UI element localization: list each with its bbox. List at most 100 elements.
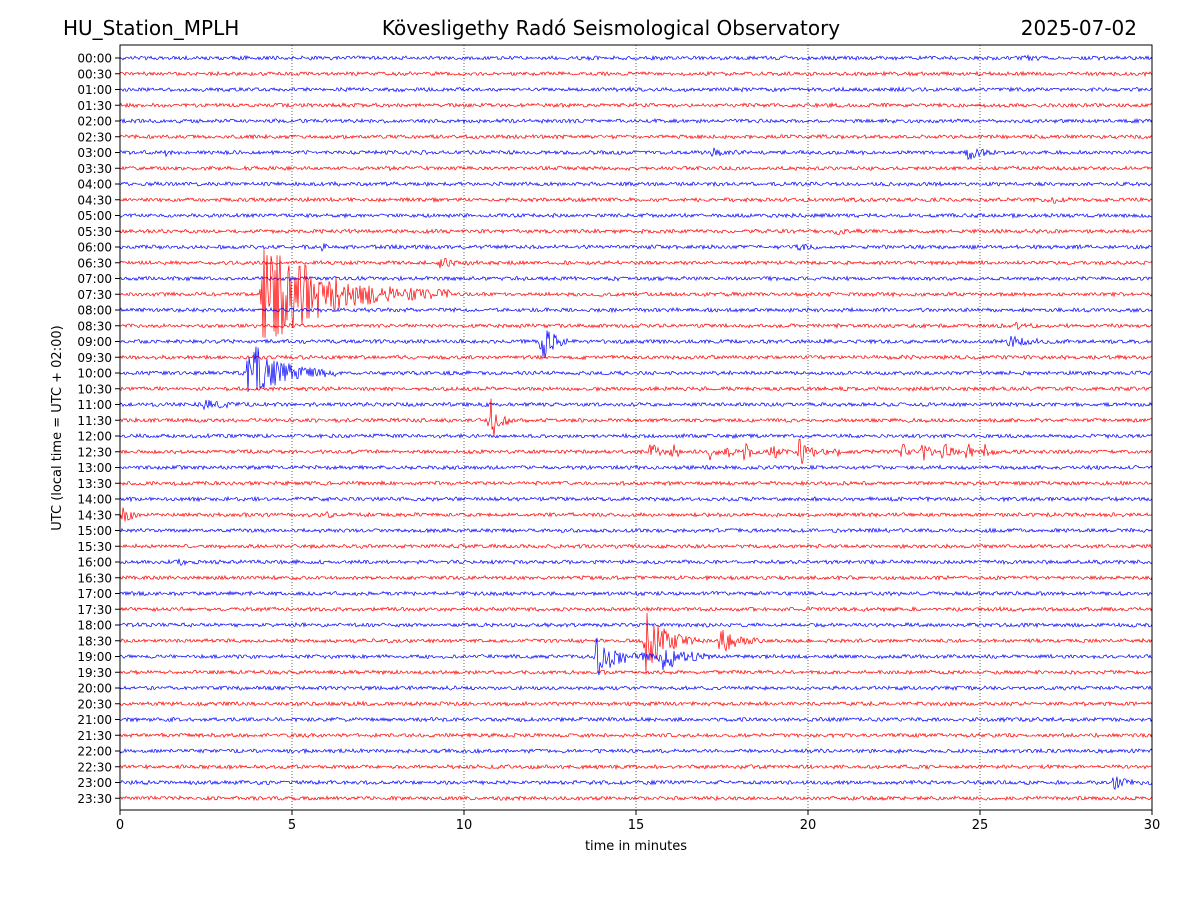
trace-07:30 — [119, 249, 1153, 338]
y-tick-label-03:30: 03:30 — [77, 162, 112, 176]
y-tick-label-16:30: 16:30 — [77, 571, 112, 585]
trace-00:30 — [119, 70, 1153, 78]
y-tick-label-15:30: 15:30 — [77, 540, 112, 554]
trace-20:30 — [119, 700, 1153, 707]
y-tick-label-09:30: 09:30 — [77, 351, 112, 365]
trace-10:00 — [119, 346, 1153, 393]
trace-01:00 — [119, 86, 1153, 93]
y-tick-label-23:00: 23:00 — [77, 776, 112, 790]
y-tick-label-05:00: 05:00 — [77, 209, 112, 223]
trace-22:30 — [119, 763, 1153, 771]
y-tick-label-10:30: 10:30 — [77, 382, 112, 396]
trace-18:30 — [119, 612, 1153, 675]
trace-11:00 — [119, 399, 1153, 411]
y-tick-label-19:00: 19:00 — [77, 650, 112, 664]
x-ticks: 0 5 10 15 20 25 30 — [116, 810, 1160, 833]
y-tick-label-14:30: 14:30 — [77, 508, 112, 522]
trace-17:00 — [119, 590, 1153, 597]
trace-08:00 — [119, 306, 1153, 314]
trace-15:30 — [119, 543, 1153, 550]
y-tick-label-07:30: 07:30 — [77, 288, 112, 302]
trace-22:00 — [119, 747, 1153, 755]
trace-05:30 — [119, 228, 1153, 236]
trace-12:00 — [119, 432, 1153, 440]
trace-12:30 — [119, 438, 1153, 465]
y-tick-label-19:30: 19:30 — [77, 666, 112, 680]
y-tick-label-11:30: 11:30 — [77, 414, 112, 428]
x-tick-label-10: 10 — [456, 818, 473, 833]
trace-11:30 — [119, 398, 1153, 437]
y-tick-label-01:30: 01:30 — [77, 99, 112, 113]
y-tick-label-20:30: 20:30 — [77, 697, 112, 711]
y-tick-label-04:30: 04:30 — [77, 193, 112, 207]
trace-03:00 — [119, 147, 1153, 161]
trace-21:00 — [119, 716, 1153, 723]
trace-23:00 — [119, 776, 1153, 790]
trace-13:00 — [119, 464, 1153, 471]
y-tick-label-02:00: 02:00 — [77, 115, 112, 129]
trace-06:30 — [119, 258, 1153, 269]
y-tick-label-12:00: 12:00 — [77, 430, 112, 444]
plot-frame — [119, 44, 1153, 811]
trace-02:00 — [119, 117, 1153, 125]
y-tick-label-02:30: 02:30 — [77, 130, 112, 144]
x-axis-label: time in minutes — [585, 839, 687, 854]
y-tick-label-03:00: 03:00 — [77, 146, 112, 160]
y-tick-label-21:00: 21:00 — [77, 713, 112, 727]
x-tick-label-15: 15 — [628, 818, 645, 833]
y-tick-label-18:00: 18:00 — [77, 619, 112, 633]
y-tick-label-06:30: 06:30 — [77, 256, 112, 270]
trace-19:30 — [119, 669, 1153, 676]
y-tick-label-13:00: 13:00 — [77, 461, 112, 475]
trace-09:00 — [119, 330, 1153, 359]
trace-10:30 — [119, 385, 1153, 392]
y-tick-label-05:30: 05:30 — [77, 225, 112, 239]
y-tick-label-15:00: 15:00 — [77, 524, 112, 538]
trace-03:30 — [119, 165, 1153, 172]
y-tick-label-00:30: 00:30 — [77, 67, 112, 81]
trace-16:00 — [119, 558, 1153, 566]
y-tick-label-00:00: 00:00 — [77, 52, 112, 66]
trace-07:00 — [119, 275, 1153, 282]
trace-08:30 — [119, 321, 1153, 330]
grid-lines — [291, 45, 981, 810]
y-tick-label-10:00: 10:00 — [77, 367, 112, 381]
trace-17:30 — [119, 605, 1153, 613]
y-tick-label-06:00: 06:00 — [77, 241, 112, 255]
trace-09:30 — [119, 354, 1153, 361]
y-tick-label-01:00: 01:00 — [77, 83, 112, 97]
x-tick-label-30: 30 — [1144, 818, 1161, 833]
y-tick-label-08:00: 08:00 — [77, 304, 112, 318]
y-tick-label-22:30: 22:30 — [77, 760, 112, 774]
x-tick-label-20: 20 — [800, 818, 817, 833]
y-tick-label-09:00: 09:00 — [77, 335, 112, 349]
y-tick-label-12:30: 12:30 — [77, 445, 112, 459]
trace-04:30 — [119, 196, 1153, 204]
y-tick-label-08:30: 08:30 — [77, 319, 112, 333]
trace-05:00 — [119, 212, 1153, 219]
y-tick-label-13:30: 13:30 — [77, 477, 112, 491]
y-tick-label-04:00: 04:00 — [77, 178, 112, 192]
y-tick-label-11:00: 11:00 — [77, 398, 112, 412]
trace-20:00 — [119, 685, 1153, 692]
seismic-traces — [119, 54, 1153, 802]
y-axis-label: UTC (local time = UTC + 02:00) — [50, 325, 65, 530]
x-tick-label-25: 25 — [972, 818, 989, 833]
y-tick-label-23:30: 23:30 — [77, 792, 112, 806]
trace-19:00 — [119, 637, 1153, 676]
trace-04:00 — [119, 180, 1153, 188]
trace-21:30 — [119, 732, 1153, 739]
trace-16:30 — [119, 574, 1153, 582]
y-tick-label-20:00: 20:00 — [77, 682, 112, 696]
trace-14:30 — [119, 507, 1153, 522]
y-tick-label-17:30: 17:30 — [77, 603, 112, 617]
y-tick-label-07:00: 07:00 — [77, 272, 112, 286]
trace-02:30 — [119, 133, 1153, 140]
y-tick-label-22:00: 22:00 — [77, 745, 112, 759]
trace-23:30 — [119, 795, 1153, 802]
x-tick-label-5: 5 — [288, 818, 296, 833]
y-tick-label-16:00: 16:00 — [77, 556, 112, 570]
y-tick-label-17:00: 17:00 — [77, 587, 112, 601]
